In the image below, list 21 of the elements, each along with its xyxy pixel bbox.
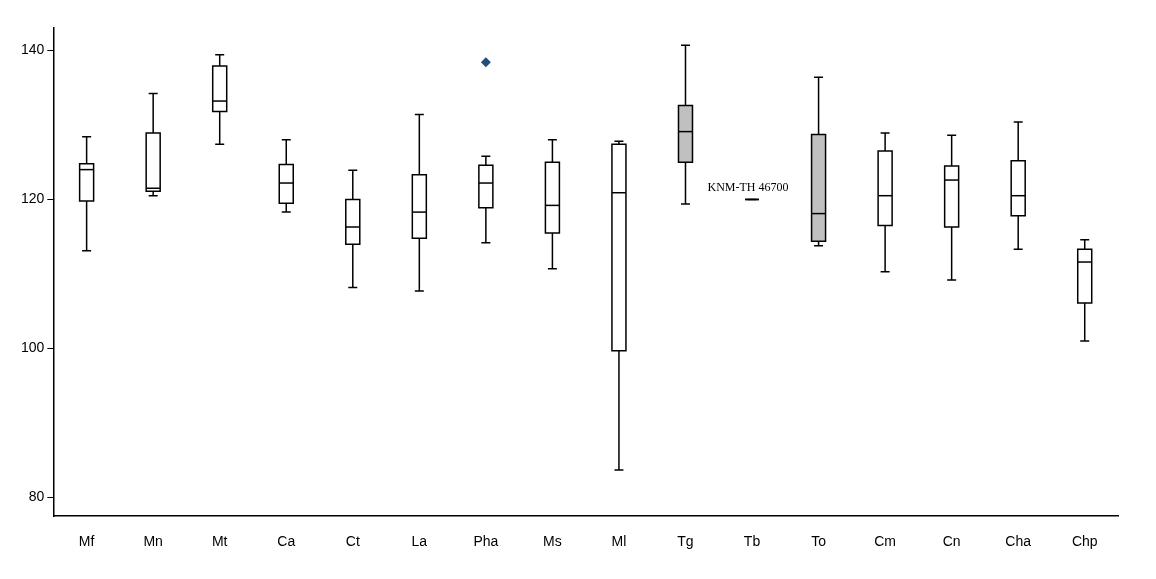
x-tick-label: Mn bbox=[143, 533, 163, 550]
x-tick-label: Pha bbox=[473, 533, 499, 550]
x-tick-label: Tg bbox=[677, 533, 694, 550]
x-tick-label: Ms bbox=[543, 533, 562, 550]
annotation: KNM-TH 46700 bbox=[707, 179, 789, 194]
x-tick-label: Mt bbox=[211, 533, 228, 550]
x-tick-label: Ca bbox=[277, 533, 296, 550]
y-tick-label: 120 bbox=[21, 190, 45, 207]
x-tick-label: Cn bbox=[942, 533, 961, 550]
y-tick-label: 100 bbox=[21, 339, 45, 356]
x-tick-label: Tb bbox=[743, 533, 761, 550]
y-tick-label: 80 bbox=[28, 488, 45, 505]
x-tick-label: Ct bbox=[345, 533, 360, 550]
x-tick-label: La bbox=[411, 533, 428, 550]
x-tick-label: Cm bbox=[874, 533, 896, 550]
x-tick-label: Chp bbox=[1071, 533, 1098, 550]
x-tick-label: To bbox=[811, 533, 827, 550]
x-tick-label: Ml bbox=[611, 533, 627, 550]
y-tick-label: 140 bbox=[21, 41, 45, 58]
x-tick-label: Cha bbox=[1005, 533, 1032, 550]
x-tick-label: Mf bbox=[78, 533, 95, 550]
